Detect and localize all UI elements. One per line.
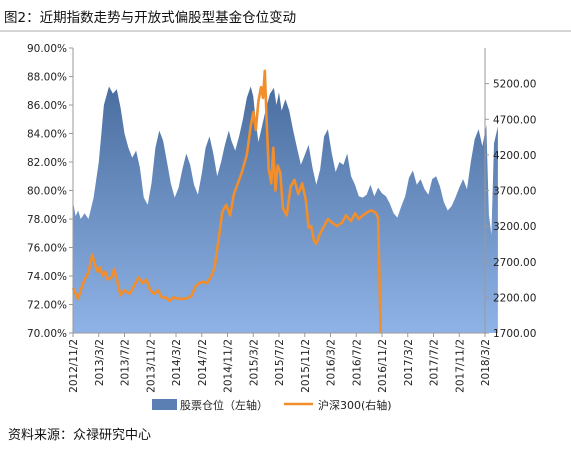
position-area-layer — [73, 86, 498, 333]
x-tick-label: 2016/7/2 — [351, 339, 363, 386]
left-tick-label: 78.00% — [27, 214, 67, 226]
source-note: 资料来源：众禄研究中心 — [8, 428, 152, 443]
right-tick-label: 4700.00 — [493, 114, 536, 126]
figure-title: 图2：近期指数走势与开放式偏股型基金仓位变动 — [4, 10, 297, 26]
series-area-stock-position — [73, 86, 498, 333]
x-tick-label: 2017/11/2 — [454, 339, 466, 393]
right-tick-label: 3700.00 — [493, 186, 536, 198]
x-tick-label: 2014/3/2 — [171, 339, 183, 386]
right-tick-label: 1700.00 — [493, 328, 536, 340]
legend-label-position: 股票仓位（左轴） — [180, 398, 268, 412]
legend: 股票仓位（左轴） 沪深300(右轴) — [152, 398, 392, 412]
right-tick-label: 3200.00 — [493, 221, 536, 233]
x-tick-label: 2014/11/2 — [223, 339, 235, 393]
figure-header: 图2：近期指数走势与开放式偏股型基金仓位变动 — [0, 0, 571, 32]
left-tick-label: 74.00% — [27, 271, 67, 283]
left-tick-label: 82.00% — [27, 157, 67, 169]
left-tick-label: 90.00% — [27, 43, 67, 55]
x-tick-label: 2015/7/2 — [274, 339, 286, 386]
x-tick-label: 2013/7/2 — [120, 339, 132, 386]
legend-label-index: 沪深300(右轴) — [318, 398, 392, 412]
right-tick-label: 2200.00 — [493, 292, 536, 304]
x-tick-label: 2015/11/2 — [300, 339, 312, 393]
x-tick-label: 2017/7/2 — [429, 339, 441, 386]
x-tick-label: 2016/3/2 — [326, 339, 338, 386]
x-tick-label: 2014/7/2 — [197, 339, 209, 386]
series-line-hs300 — [71, 69, 382, 334]
right-tick-label: 2700.00 — [493, 257, 536, 269]
x-tick-label: 2013/3/2 — [94, 339, 106, 386]
chart: 70.00% 72.00% 74.00% 76.00% 78.00% 80.00% 82.0… — [27, 43, 536, 412]
index-line-layer — [71, 69, 382, 334]
left-tick-label: 76.00% — [27, 243, 67, 255]
x-tick-label: 2017/3/2 — [403, 339, 415, 386]
left-tick-label: 86.00% — [27, 100, 67, 112]
plot-area — [71, 69, 498, 334]
x-tick-label: 2013/11/2 — [145, 339, 157, 393]
left-tick-label: 72.00% — [27, 300, 67, 312]
left-tick-label: 80.00% — [27, 186, 67, 198]
left-tick-label: 84.00% — [27, 129, 67, 141]
x-tick-label: 2012/11/2 — [68, 339, 80, 393]
axes: 70.00% 72.00% 74.00% 76.00% 78.00% 80.00% 82.0… — [27, 43, 536, 393]
left-tick-label: 88.00% — [27, 72, 67, 84]
right-tick-label: 4200.00 — [493, 150, 536, 162]
x-tick-label: 2016/11/2 — [377, 339, 389, 393]
x-tick-label: 2015/3/2 — [248, 339, 260, 386]
left-tick-label: 70.00% — [27, 328, 67, 340]
x-tick-label: 2018/3/2 — [480, 339, 492, 386]
legend-swatch-position — [152, 399, 177, 410]
right-tick-label: 5200.00 — [493, 79, 536, 91]
